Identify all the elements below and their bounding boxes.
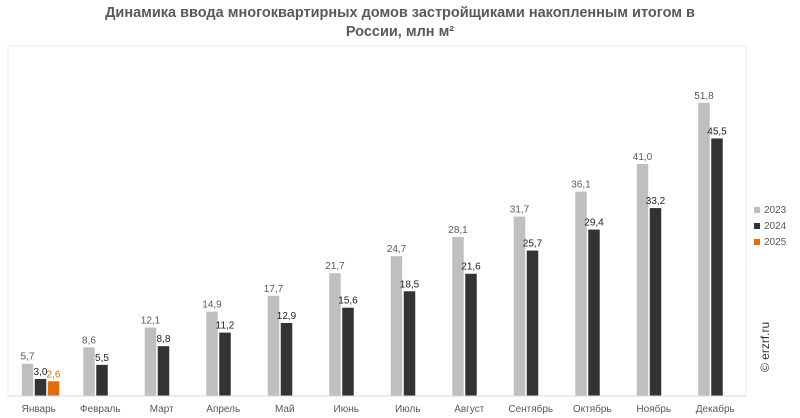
data-label-2024-7: 18,5 — [400, 279, 420, 290]
x-tick-label-1: Январь — [22, 404, 56, 415]
data-label-2024-4: 11,2 — [216, 321, 235, 332]
x-tick-label-6: Июнь — [334, 404, 359, 415]
x-tick-label-7: Июль — [395, 404, 421, 415]
bar-2023-10 — [575, 191, 587, 396]
bar-2023-5 — [267, 295, 280, 396]
bar-2024-5 — [280, 322, 293, 396]
bar-2024-11 — [649, 208, 662, 396]
bar-2025-1 — [47, 381, 60, 396]
bar-2024-4 — [219, 332, 231, 396]
data-label-2023-4: 14,9 — [202, 300, 222, 311]
x-tick-label-8: Август — [454, 404, 485, 415]
data-label-2023-9: 31,7 — [510, 205, 530, 216]
data-label-2023-1: 5,7 — [21, 352, 35, 363]
data-label-2023-3: 12,1 — [141, 316, 161, 327]
data-label-2023-6: 21,7 — [325, 261, 345, 272]
bar-2023-12 — [698, 102, 710, 396]
bar-2023-11 — [636, 163, 649, 396]
bar-2024-2 — [96, 364, 108, 396]
x-tick-label-5: Май — [275, 404, 295, 415]
bar-2023-4 — [206, 311, 218, 396]
bar-2023-2 — [83, 347, 95, 396]
legend-swatch-2024 — [754, 223, 760, 229]
x-tick-label-3: Март — [150, 404, 174, 415]
bar-2023-8 — [452, 236, 464, 396]
bar-2023-3 — [144, 327, 157, 396]
legend-swatch-2023 — [754, 207, 760, 213]
legend-label-2025: 2025 — [764, 237, 787, 248]
bar-2023-6 — [329, 273, 341, 396]
data-label-2023-5: 17,7 — [264, 284, 284, 295]
data-label-2024-8: 21,6 — [461, 262, 481, 273]
data-label-2023-11: 41,0 — [633, 152, 653, 163]
data-label-2024-3: 8,8 — [157, 334, 171, 345]
x-tick-label-12: Декабрь — [696, 403, 735, 415]
legend-swatch-2025 — [754, 239, 760, 245]
bar-2024-6 — [342, 307, 354, 396]
data-label-2024-10: 29,4 — [584, 218, 604, 229]
data-label-2024-6: 15,6 — [338, 296, 358, 307]
bar-2024-3 — [157, 346, 170, 396]
data-label-2023-12: 51,8 — [694, 91, 714, 102]
data-label-2024-2: 5,5 — [95, 353, 109, 364]
data-label-2024-11: 33,2 — [646, 196, 666, 207]
data-label-2024-9: 25,7 — [523, 239, 543, 250]
chart-title: Динамика ввода многоквартирных домов зас… — [0, 4, 800, 42]
bar-2023-7 — [390, 256, 403, 396]
bar-2024-1 — [34, 379, 47, 396]
data-label-2024-1: 3,0 — [34, 367, 48, 378]
watermark: © erzrf.ru — [758, 321, 772, 372]
legend-label-2023: 2023 — [764, 205, 787, 216]
data-label-2023-10: 36,1 — [571, 180, 591, 191]
bar-2024-7 — [403, 291, 416, 396]
bar-2023-1 — [21, 363, 34, 396]
x-tick-label-4: Апрель — [206, 404, 240, 415]
x-tick-label-9: Сентябрь — [508, 403, 553, 415]
data-label-2023-8: 28,1 — [448, 225, 468, 236]
bar-2024-8 — [465, 273, 477, 396]
data-label-2024-5: 12,9 — [277, 311, 297, 322]
chart-title-line2: России, млн м² — [345, 24, 455, 40]
data-label-2023-2: 8,6 — [82, 335, 96, 346]
data-label-2023-7: 24,7 — [387, 244, 407, 255]
x-tick-label-11: Ноябрь — [636, 403, 671, 415]
bar-2024-9 — [526, 250, 539, 396]
bar-2024-10 — [588, 229, 600, 396]
legend-label-2024: 2024 — [764, 221, 787, 232]
data-label-2025-1: 2,6 — [47, 369, 61, 380]
data-label-2024-12: 45,5 — [707, 126, 727, 137]
x-tick-label-10: Октябрь — [573, 403, 612, 415]
bar-2023-9 — [513, 216, 526, 396]
bar-2024-12 — [711, 138, 723, 397]
chart-title-line1: Динамика ввода многоквартирных домов зас… — [105, 5, 695, 21]
x-tick-label-2: Февраль — [80, 404, 121, 415]
plot-area-frame — [7, 45, 747, 397]
